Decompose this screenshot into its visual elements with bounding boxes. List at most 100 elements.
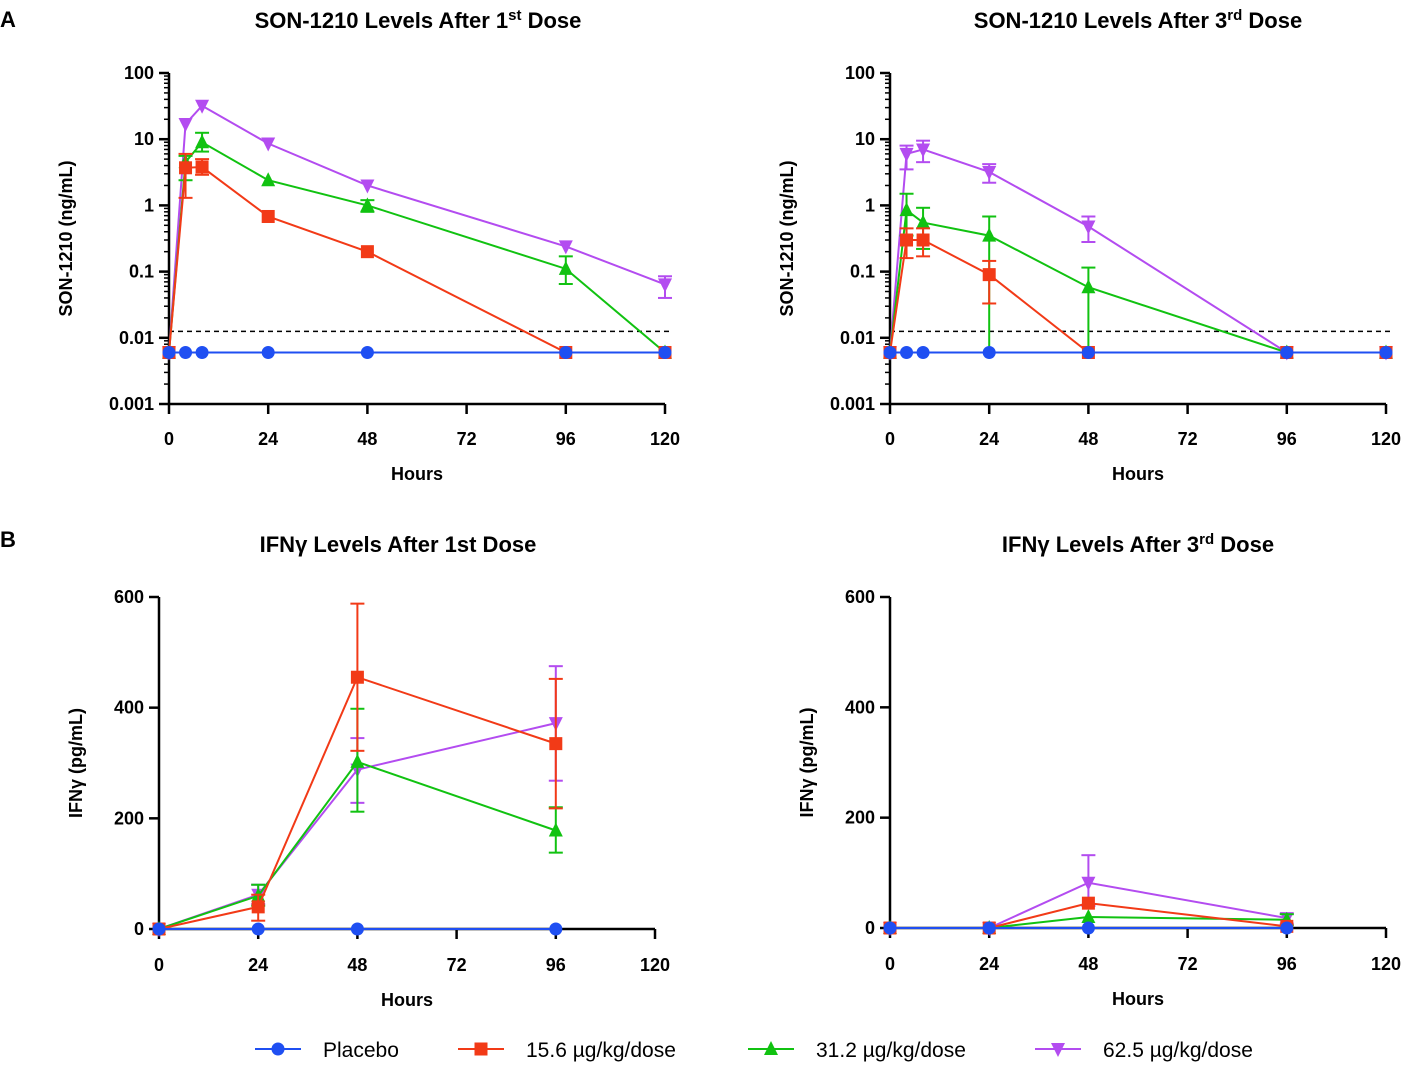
series-circle	[162, 345, 672, 359]
y-tick-label: 600	[114, 587, 144, 607]
data-point	[1280, 345, 1294, 359]
y-tick-label: 100	[124, 63, 154, 83]
chart-title-superscript: rd	[1199, 531, 1214, 548]
data-point	[982, 227, 997, 242]
data-point	[1081, 921, 1095, 935]
data-point	[916, 233, 930, 247]
legend-label: Placebo	[323, 1039, 399, 1062]
series-line	[889, 148, 1386, 354]
charts-container: SON-1210 Levels After 1st Dose 0 24 48 72 96 1…	[56, 7, 1401, 1010]
x-tick-label: 0	[164, 429, 174, 449]
data-point	[558, 260, 573, 275]
series-circle	[883, 345, 1393, 359]
x-tick-label: 96	[1277, 429, 1297, 449]
data-point	[982, 921, 996, 935]
data-point	[178, 117, 193, 132]
y-tick-label: 0	[134, 919, 144, 939]
data-point	[1379, 345, 1393, 359]
chart-ifng-dose3: IFNγ Levels After 3rd Dose 0 24 48 72 96 120 0 2…	[797, 531, 1401, 1009]
x-tick-label: 72	[447, 955, 467, 975]
chart-title-superscript: st	[508, 7, 521, 24]
y-tick-label: 400	[845, 697, 875, 717]
legend-item: 31.2 µg/kg/dose	[748, 1039, 966, 1062]
data-point	[658, 278, 672, 293]
y-tick-label: 0.001	[109, 394, 154, 414]
chart-title: SON-1210 Levels After 3rd Dose	[974, 7, 1302, 33]
series-line	[158, 760, 557, 930]
y-tick-label: 0.1	[850, 262, 875, 282]
series-triangle-down	[883, 139, 1393, 361]
chart-son1210-dose3: SON-1210 Levels After 3rd Dose 0 24 48 72 96 1…	[777, 7, 1401, 484]
x-tick-label: 120	[1371, 429, 1401, 449]
data-point	[658, 345, 672, 359]
y-tick-label: 200	[845, 808, 875, 828]
y-tick-label: 100	[845, 63, 875, 83]
chart-title-suffix: Dose	[1214, 532, 1274, 557]
y-tick-label: 0	[865, 918, 875, 938]
data-point	[549, 737, 563, 751]
x-tick-label: 96	[546, 955, 566, 975]
x-tick-label: 48	[347, 955, 367, 975]
y-tick-label: 0.1	[129, 262, 154, 282]
data-point	[195, 134, 210, 149]
chart-title: IFNγ Levels After 3rd Dose	[1002, 531, 1274, 557]
data-point	[251, 900, 265, 914]
chart-son1210-dose1: SON-1210 Levels After 1st Dose 0 24 48 72 96 1…	[56, 7, 680, 484]
legend: Placebo 15.6 µg/kg/dose 31.2 µg/kg/dose 62.…	[255, 1039, 1253, 1062]
data-point	[883, 921, 897, 935]
data-point	[982, 165, 997, 180]
chart-title: SON-1210 Levels After 1st Dose	[255, 7, 582, 33]
y-tick-label: 0.01	[840, 328, 875, 348]
data-point	[1081, 220, 1096, 235]
x-tick-label: 0	[885, 954, 895, 974]
y-tick-label: 200	[114, 808, 144, 828]
y-axis-label: SON-1210 (ng/mL)	[56, 160, 76, 316]
chart-ifng-dose1: IFNγ Levels After 1st Dose 0 24 48 72 96 120 0 2…	[66, 532, 670, 1010]
series-circle	[883, 921, 1294, 935]
data-point	[360, 179, 375, 194]
series-triangle-up	[883, 192, 1393, 359]
x-tick-label: 24	[979, 954, 999, 974]
data-point	[195, 160, 209, 174]
data-point	[179, 345, 193, 359]
legend-item: 62.5 µg/kg/dose	[1035, 1039, 1253, 1062]
x-tick-label: 0	[154, 955, 164, 975]
x-axis-label: Hours	[1112, 989, 1164, 1009]
data-point	[179, 161, 193, 175]
x-tick-label: 120	[650, 429, 680, 449]
data-point	[162, 345, 176, 359]
data-point	[1081, 279, 1096, 294]
data-point	[916, 345, 930, 359]
y-tick-label: 10	[855, 129, 875, 149]
data-point	[261, 345, 275, 359]
y-tick-label: 1	[865, 195, 875, 215]
x-tick-label: 48	[1078, 954, 1098, 974]
chart-title: IFNγ Levels After 1st Dose	[260, 532, 537, 557]
legend-marker	[764, 1041, 778, 1055]
data-point	[1081, 345, 1095, 359]
data-point	[900, 233, 914, 247]
y-axis-label: IFNγ (pg/mL)	[797, 708, 817, 818]
chart-title-suffix: Dose	[521, 8, 581, 33]
legend-marker	[474, 1042, 488, 1056]
x-tick-label: 24	[979, 429, 999, 449]
data-point	[1280, 921, 1294, 935]
series-line	[168, 140, 666, 354]
data-point	[261, 172, 276, 187]
data-point	[558, 240, 573, 255]
x-tick-label: 72	[1178, 954, 1198, 974]
x-tick-label: 0	[885, 429, 895, 449]
data-point	[548, 822, 563, 837]
chart-title-suffix: Dose	[1242, 8, 1302, 33]
data-point	[1081, 896, 1095, 910]
series-circle	[152, 922, 563, 936]
panel-label-a: A	[0, 7, 16, 32]
legend-item: 15.6 µg/kg/dose	[458, 1039, 676, 1062]
data-point	[261, 137, 276, 152]
data-point	[195, 345, 209, 359]
data-point	[916, 143, 931, 158]
data-point	[1081, 908, 1096, 923]
data-point	[251, 922, 265, 936]
data-point	[883, 345, 897, 359]
